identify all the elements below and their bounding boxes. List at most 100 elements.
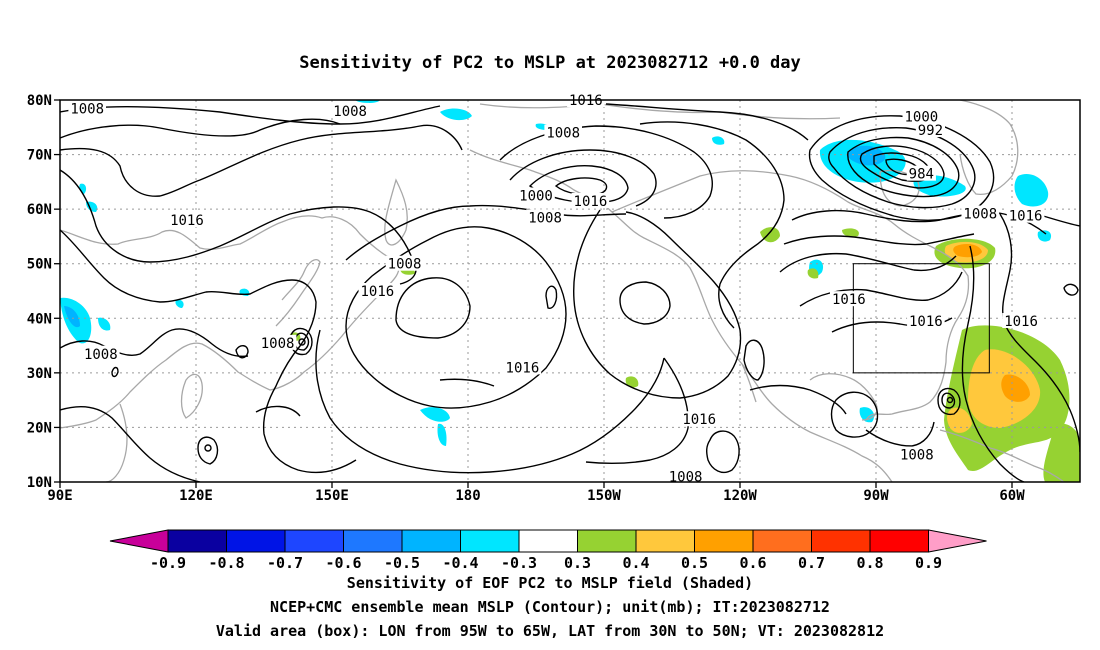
contour-label: 1008 [669,470,703,486]
colorbar-swatch [811,529,871,553]
shade-positive-patch [953,244,982,258]
contour-label-bg [258,334,297,350]
mslp-contour [1063,283,1079,296]
contour-label-bg [906,165,936,181]
contour-label: 1016 [360,284,394,300]
mslp-contour [941,392,956,409]
contour-label-bg [907,313,945,329]
colorbar-label: -0.6 [325,554,361,572]
mslp-contour [60,229,357,474]
lon-tick-label: 120W [723,488,757,504]
contour-label: 1016 [569,93,603,109]
coastline-baja [741,363,757,403]
mslp-contour [509,149,657,207]
colorbar-low-arrow [109,529,169,553]
shade-positive-patch [842,228,859,237]
coastline-philippines [180,373,203,419]
mslp-contour [799,271,963,307]
mslp-contour [847,136,960,198]
mslp-contour [289,327,313,356]
colorbar-swatch [284,529,344,553]
colorbar-label: 0.6 [739,554,766,572]
mslp-contour [294,332,310,351]
grid-lines [60,100,1080,482]
contour-label: 1008 [546,126,580,142]
shade-negative-patch [175,299,184,308]
lat-tick-label: 40N [27,311,52,327]
contour-label-bg [68,100,106,116]
contour-label-bg [526,209,564,225]
lon-tick-label: 90E [47,488,72,504]
coastline-arctic [479,103,841,120]
contour-label-bg [680,411,718,427]
colorbar-swatch [401,529,461,553]
lat-tick-label: 20N [27,420,52,436]
mslp-contour [315,329,665,474]
lat-tick-label: 80N [27,93,52,109]
contour-label-bg [902,108,941,124]
mslp-contour [204,444,212,452]
mslp-contour [345,226,567,409]
contour-label: 1016 [832,292,866,308]
colorbar-label: 0.8 [856,554,883,572]
mslp-contour [859,145,945,189]
lat-tick-label: 70N [27,148,52,164]
contour-label: 1008 [900,448,934,464]
coastline-south-america [939,429,1065,482]
shade-positive-patch [1043,423,1080,482]
contour-label-bg [544,124,582,140]
colorbar-label: -0.3 [501,554,537,572]
mslp-contour [60,105,441,125]
contour-label-bg [571,192,610,208]
lon-tick-label: 150E [315,488,349,504]
caption-line-1: Sensitivity of EOF PC2 to MSLP field (Sh… [346,574,754,592]
mslp-contour [749,384,847,415]
mslp-contour [111,366,119,378]
shade-positive-patch [625,376,639,388]
shade-positive-patch [807,268,819,279]
contour-label: 1016 [170,213,204,229]
contour-label: 1016 [909,314,943,330]
colorbar-label: 0.4 [622,554,649,572]
mslp-contour [743,339,765,381]
contour-label-bg [1002,313,1040,329]
lon-tick-label: 60W [999,488,1025,504]
mslp-contour [255,405,301,417]
contour-label-bg [331,102,369,118]
contour-label-bg [82,345,120,361]
contour-label-bg [168,212,206,228]
mslp-contour [779,252,957,273]
contour-label: 1008 [388,257,422,273]
map-frame [59,99,1081,483]
contour-label-bg [915,122,945,138]
mslp-contour [60,169,417,285]
colorbar-high-arrow [928,529,987,553]
colorbar-label: 0.3 [564,554,591,572]
mslp-contour [395,277,471,339]
colorbar-swatch [167,529,227,553]
coastline-layer [60,100,1065,482]
mslp-contour [573,209,742,399]
mslp-contour [585,357,689,465]
mslp-contour-layer [60,103,1080,482]
lat-tick-label: 60N [27,202,52,218]
contour-label-bg [385,255,424,271]
contour-label: 1008 [261,336,295,352]
mslp-contour [60,124,463,197]
contour-label-bg [961,205,1000,221]
shade-negative-patch [1037,230,1052,242]
mslp-contour [197,436,219,465]
mslp-contour [605,103,809,141]
contour-label: 1000 [904,109,938,125]
mslp-contour [999,213,1080,453]
contour-label-bg [517,187,555,203]
colorbar-label: -0.7 [267,554,303,572]
colorbar-label: -0.8 [208,554,244,572]
colorbar-label: 0.9 [915,554,942,572]
mslp-contour [865,421,935,447]
shade-negative-patch [420,407,450,422]
mslp-contour [961,245,1025,482]
colorbar-swatch [635,529,695,553]
contour-label: 1000 [519,189,553,205]
contour-label: 1016 [1009,209,1043,225]
